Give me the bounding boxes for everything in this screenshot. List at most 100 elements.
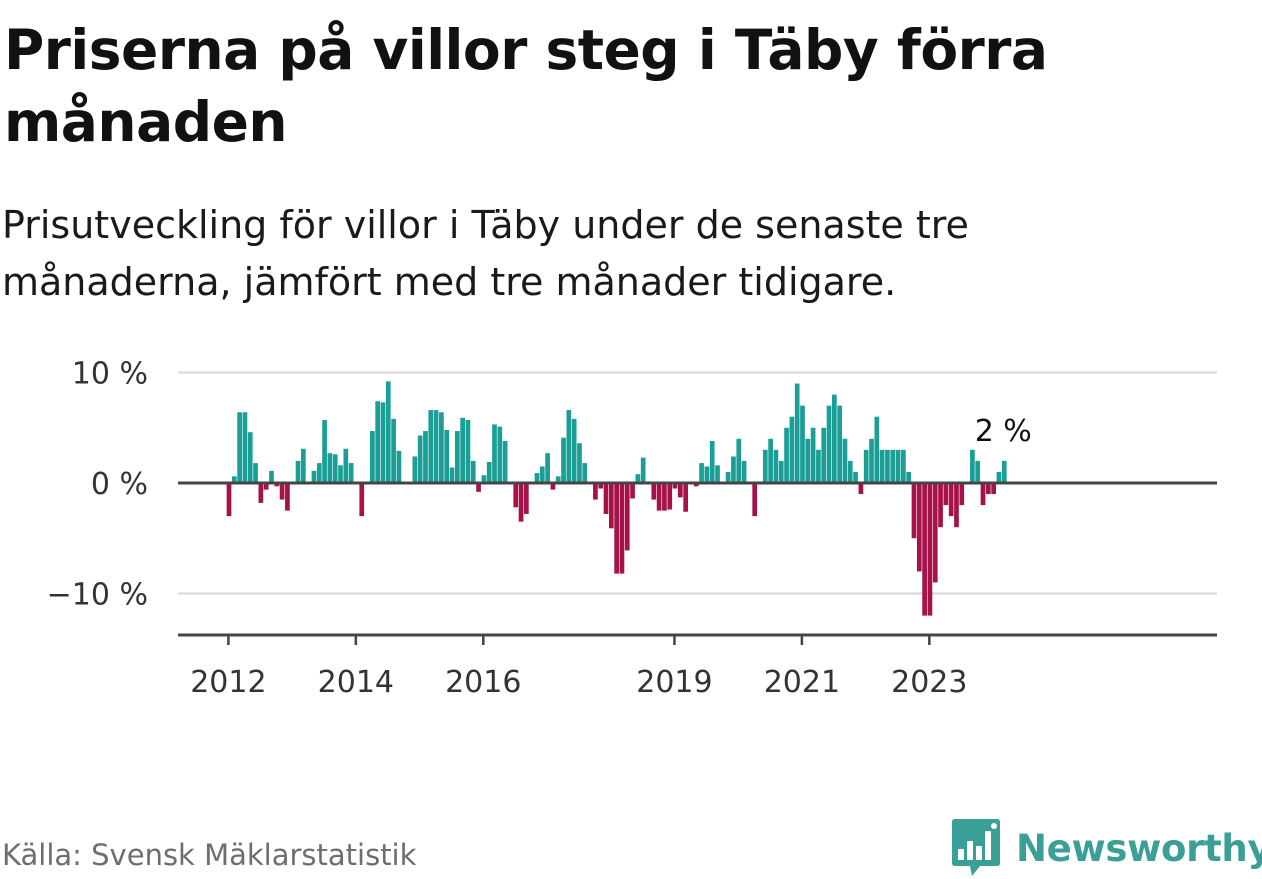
bar bbox=[311, 470, 317, 483]
bar bbox=[428, 410, 434, 483]
bar bbox=[502, 441, 508, 483]
bar bbox=[332, 454, 338, 483]
bar bbox=[991, 483, 996, 495]
bar bbox=[704, 466, 710, 483]
bar bbox=[736, 438, 742, 483]
bar bbox=[566, 410, 572, 483]
bar bbox=[497, 426, 503, 483]
bar bbox=[550, 483, 556, 490]
bar bbox=[385, 381, 391, 483]
bar bbox=[741, 460, 747, 483]
bar bbox=[247, 432, 253, 483]
bar bbox=[842, 438, 848, 483]
bar bbox=[885, 449, 890, 483]
bar bbox=[805, 438, 811, 483]
bar bbox=[948, 483, 954, 517]
bar bbox=[295, 460, 301, 483]
bar bbox=[683, 483, 689, 512]
bar bbox=[879, 449, 885, 483]
bar bbox=[338, 465, 343, 483]
bar bbox=[481, 475, 487, 483]
bar bbox=[449, 467, 455, 483]
y-tick-label: 10 % bbox=[72, 357, 148, 392]
bar bbox=[635, 474, 641, 483]
chart-subtitle: Prisutveckling för villor i Täby under d… bbox=[2, 203, 969, 304]
bar-series bbox=[226, 381, 1007, 616]
bar bbox=[911, 483, 917, 539]
bar bbox=[316, 463, 322, 483]
bar bbox=[773, 449, 779, 483]
bar bbox=[603, 483, 609, 514]
bar bbox=[242, 412, 248, 483]
bar bbox=[874, 416, 880, 483]
bar bbox=[486, 462, 492, 483]
bar bbox=[693, 483, 699, 487]
bar bbox=[598, 483, 604, 489]
bar bbox=[640, 457, 646, 483]
bar bbox=[258, 483, 264, 503]
x-tick-label: 2014 bbox=[318, 665, 394, 700]
bar bbox=[327, 453, 333, 483]
bar bbox=[784, 427, 789, 483]
bar bbox=[847, 460, 853, 483]
bar bbox=[343, 448, 349, 483]
axes bbox=[178, 481, 1217, 645]
newsworthy-logo[interactable]: Newsworthy bbox=[950, 818, 1262, 878]
x-tick-label: 2019 bbox=[636, 665, 712, 700]
bar bbox=[454, 431, 460, 483]
bar bbox=[943, 483, 949, 506]
bar bbox=[380, 402, 386, 483]
bar bbox=[667, 483, 673, 510]
bar bbox=[524, 483, 529, 514]
bar bbox=[863, 449, 869, 483]
bar bbox=[731, 456, 736, 483]
bar bbox=[555, 476, 561, 483]
bar bbox=[285, 483, 290, 511]
bar bbox=[476, 483, 481, 492]
bar bbox=[492, 424, 497, 483]
bar bbox=[672, 483, 678, 489]
bar bbox=[1001, 460, 1007, 483]
bar bbox=[269, 470, 274, 483]
bar bbox=[465, 420, 471, 483]
latest-value-label: 2 % bbox=[975, 414, 1032, 449]
bar bbox=[810, 427, 816, 483]
bar bbox=[370, 431, 375, 483]
bar bbox=[869, 438, 874, 483]
bar bbox=[545, 453, 550, 483]
bar bbox=[470, 460, 476, 483]
bar bbox=[396, 450, 402, 483]
bar bbox=[391, 418, 396, 483]
bar bbox=[762, 449, 768, 483]
bar bbox=[226, 483, 232, 517]
bar bbox=[890, 449, 896, 483]
bar bbox=[348, 463, 354, 483]
bar bbox=[460, 417, 465, 483]
bar bbox=[624, 483, 630, 551]
bar bbox=[619, 483, 625, 574]
x-tick-label: 2012 bbox=[190, 665, 266, 700]
bar bbox=[932, 483, 938, 583]
brand-name: Newsworthy bbox=[1016, 826, 1262, 870]
x-tick-label: 2023 bbox=[891, 665, 967, 700]
bar bbox=[359, 483, 365, 517]
bar bbox=[571, 418, 577, 483]
bar bbox=[752, 483, 758, 517]
bar bbox=[656, 483, 662, 511]
bar bbox=[980, 483, 986, 506]
bar bbox=[444, 429, 450, 483]
bar bbox=[614, 483, 619, 574]
bar bbox=[423, 431, 428, 483]
bar bbox=[699, 463, 704, 483]
bar bbox=[678, 483, 683, 498]
bar bbox=[821, 427, 827, 483]
bar bbox=[263, 483, 269, 490]
bar bbox=[985, 483, 991, 495]
bar-chart-badge-icon bbox=[952, 819, 1000, 876]
bar bbox=[274, 483, 280, 487]
gridlines bbox=[178, 371, 1217, 595]
bar bbox=[922, 483, 927, 616]
bar bbox=[593, 483, 598, 500]
source-credit: Källa: Svensk Mäklarstatistik bbox=[2, 838, 417, 872]
bar bbox=[916, 483, 922, 572]
